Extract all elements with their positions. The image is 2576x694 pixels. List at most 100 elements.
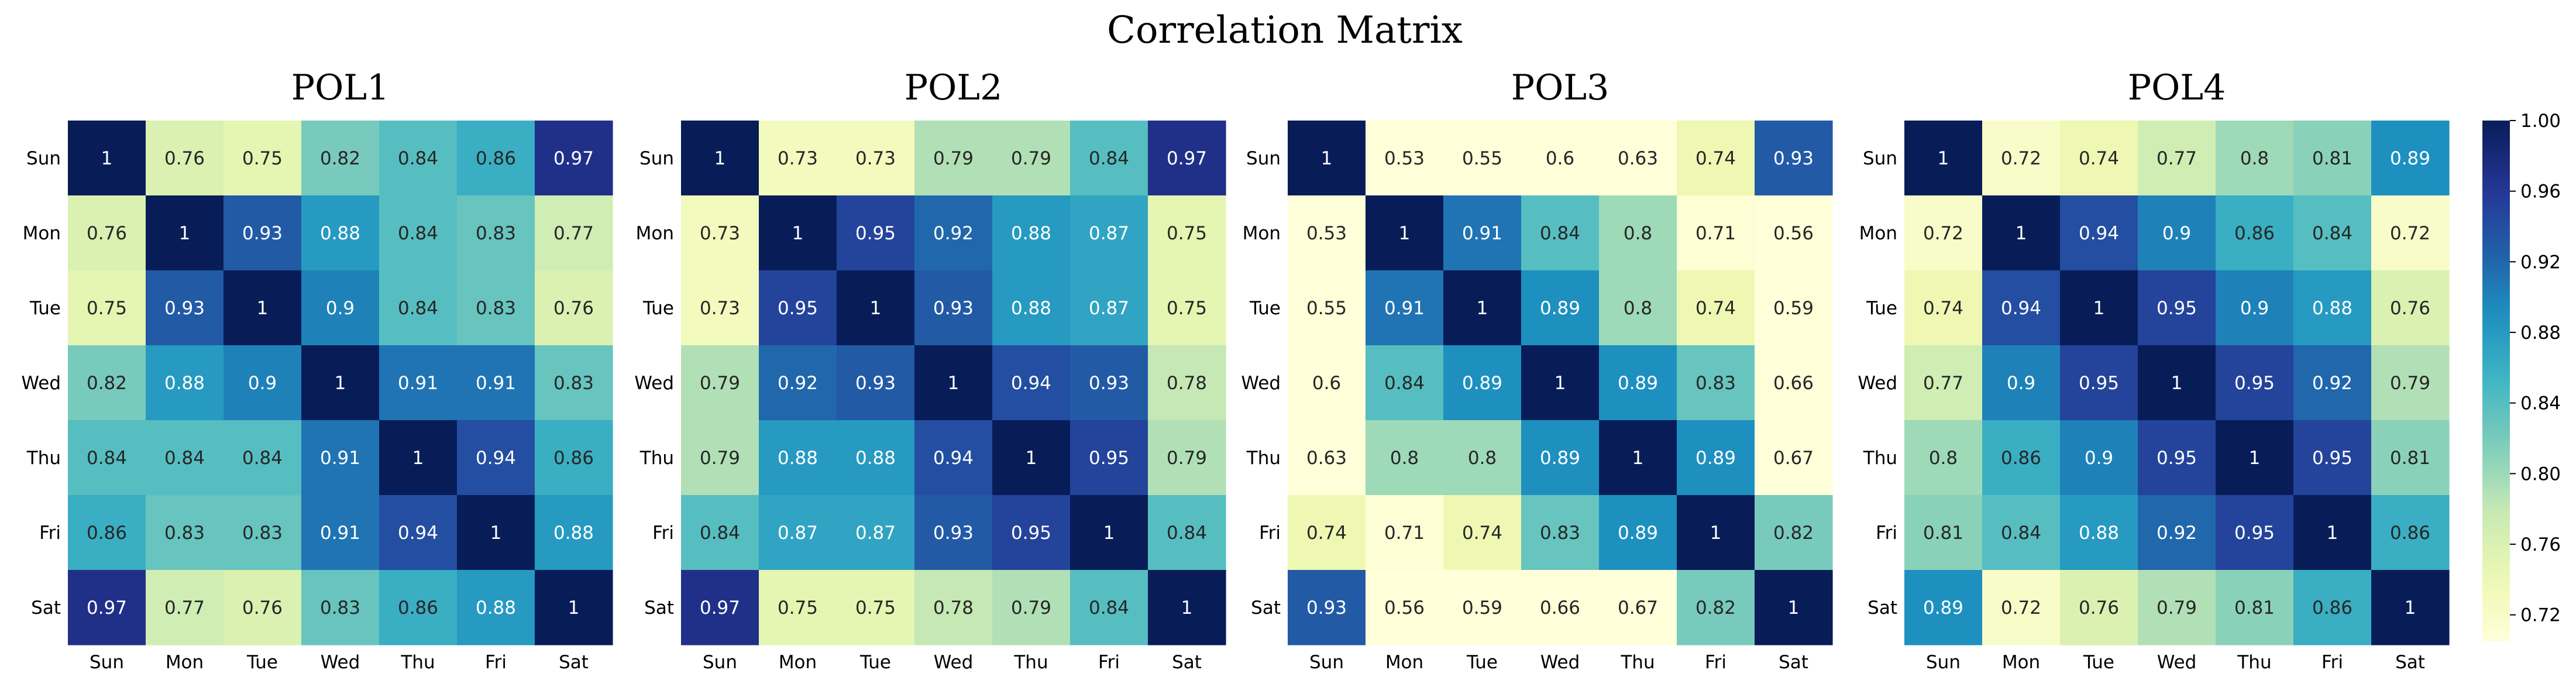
heatmap-cell [759, 420, 837, 496]
cell-value-label: 0.83 [553, 373, 594, 394]
cell-value-label: 1 [2016, 223, 2027, 244]
heatmap-panel-pol3: POL3 1 0.53 0.55 0.6 0.63 0.74 0.93 0.53 1 0.91 0.8… [1241, 67, 1833, 673]
cell-value-label: 0.93 [1306, 597, 1347, 619]
cell-value-label: 1 [1477, 298, 1488, 319]
cell-value-label: 0.86 [398, 597, 438, 619]
cell-value-label: 1 [335, 373, 346, 394]
heatmap-cell [2216, 195, 2294, 271]
cell-value-label: 1 [2327, 523, 2338, 544]
cell-value-label: 0.89 [1540, 448, 1580, 469]
heatmap-cell [301, 570, 380, 645]
cell-value-label: 0.84 [1167, 523, 1207, 544]
y-tick-label: Fri [652, 523, 674, 544]
y-tick-label: Tue [642, 298, 674, 319]
cell-value-label: 0.76 [2390, 298, 2430, 319]
cell-value-label: 0.74 [1462, 523, 1502, 544]
cell-value-label: 1 [714, 148, 726, 169]
cell-value-label: 0.86 [2234, 223, 2275, 244]
heatmap-cell [992, 420, 1071, 496]
cell-value-label: 0.88 [2079, 523, 2119, 544]
cell-value-label: 0.88 [164, 373, 205, 394]
cell-value-label: 0.9 [2007, 373, 2035, 394]
heatmap-cell [1521, 345, 1600, 421]
y-tick-label: Fri [1876, 523, 1897, 544]
cell-value-label: 0.72 [2001, 597, 2041, 619]
cell-value-label: 0.8 [1468, 448, 1497, 469]
heatmap-cell [1982, 121, 2061, 196]
heatmap-cell [1443, 270, 1522, 346]
cell-value-label: 0.81 [2390, 448, 2430, 469]
heatmap-cell [759, 495, 837, 571]
cell-value-label: 0.9 [2162, 223, 2191, 244]
heatmap-cell [223, 420, 302, 496]
cell-value-label: 0.84 [398, 298, 438, 319]
heatmap-cell [1982, 270, 2061, 346]
cell-value-label: 1 [2249, 448, 2261, 469]
colorbar: 1.00 0.96 0.92 0.88 0.84 0.80 0.76 0.72 [2482, 111, 2561, 641]
colorbar-gradient [2482, 121, 2510, 641]
heatmap-cell [1070, 121, 1148, 196]
cell-value-label: 0.88 [855, 448, 896, 469]
cell-value-label: 0.59 [1462, 597, 1502, 619]
cell-value-label: 1 [1554, 373, 1566, 394]
cell-value-label: 0.78 [1167, 373, 1207, 394]
heatmap-cell [1070, 495, 1148, 571]
x-tick-label: Fri [2322, 652, 2343, 673]
cell-value-label: 0.82 [320, 148, 360, 169]
heatmap-cell [1070, 570, 1148, 645]
y-tick-label: Sat [644, 597, 674, 619]
cell-value-label: 0.75 [242, 148, 283, 169]
heatmap-cell [837, 270, 915, 346]
heatmap-cell [837, 495, 915, 571]
y-tick-label: Tue [29, 298, 61, 319]
cell-value-label: 0.74 [1695, 148, 1736, 169]
colorbar-tick-label: 0.80 [2520, 463, 2561, 485]
cell-value-label: 0.79 [700, 373, 740, 394]
heatmap-cell [68, 420, 146, 496]
cell-value-label: 0.83 [242, 523, 283, 544]
heatmap-cell [1148, 195, 1226, 271]
cell-value-label: 0.72 [2390, 223, 2430, 244]
cell-value-label: 1 [1026, 448, 1037, 469]
heatmap-cell [2371, 195, 2450, 271]
heatmap-cell [2138, 495, 2216, 571]
heatmap-cell [2293, 121, 2372, 196]
cell-value-label: 0.79 [1011, 148, 1051, 169]
cell-value-label: 0.81 [2234, 597, 2275, 619]
cell-value-label: 0.6 [1312, 373, 1341, 394]
cell-value-label: 0.75 [87, 298, 127, 319]
heatmap-cell [1288, 270, 1366, 346]
heatmap-cell [1288, 495, 1366, 571]
heatmap-cell [1148, 420, 1226, 496]
heatmap-cell [1070, 270, 1148, 346]
cell-value-label: 0.95 [1011, 523, 1051, 544]
cell-value-label: 0.9 [248, 373, 277, 394]
x-tick-label: Sat [1172, 652, 1202, 673]
x-tick-label: Sun [90, 652, 124, 673]
cell-value-label: 0.72 [2001, 148, 2041, 169]
heatmap-cell [457, 270, 535, 346]
heatmap-cell [1982, 570, 2061, 645]
y-tick-label: Sat [31, 597, 61, 619]
heatmap-cell [1904, 270, 1983, 346]
cell-value-label: 0.79 [1167, 448, 1207, 469]
cell-value-label: 0.91 [476, 373, 516, 394]
cell-value-label: 0.97 [700, 597, 740, 619]
heatmap-cell [1521, 420, 1600, 496]
heatmap-cell [1288, 570, 1366, 645]
heatmap-cell [2371, 495, 2450, 571]
heatmap-cell [223, 345, 302, 421]
heatmap-cell [2293, 270, 2372, 346]
cell-value-label: 0.59 [1773, 298, 1814, 319]
heatmap-cell [535, 345, 613, 421]
heatmap-cell [1755, 420, 1833, 496]
heatmap-cell [2138, 345, 2216, 421]
cell-value-label: 0.88 [553, 523, 594, 544]
heatmap-cell [535, 195, 613, 271]
cell-value-label: 0.88 [1011, 298, 1051, 319]
cell-value-label: 0.84 [164, 448, 205, 469]
heatmap-cell [1599, 195, 1677, 271]
cell-value-label: 0.76 [164, 148, 205, 169]
cell-value-label: 0.86 [553, 448, 594, 469]
y-tick-label: Wed [1858, 373, 1897, 394]
